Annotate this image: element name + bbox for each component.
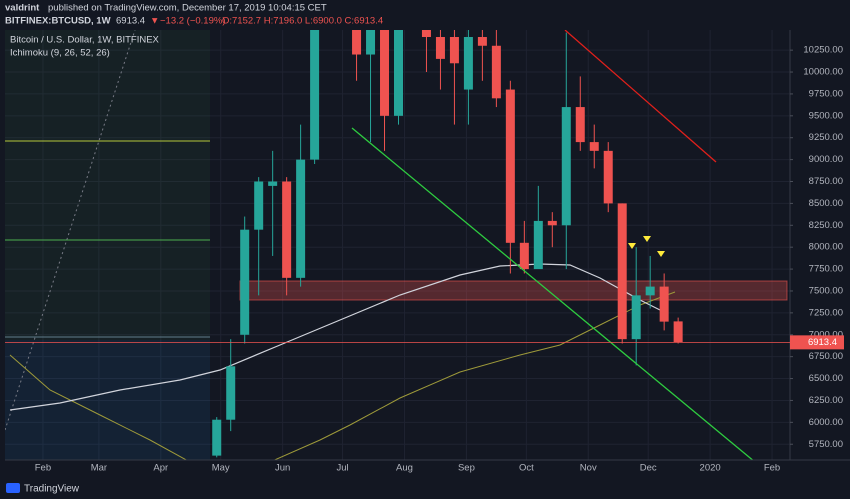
candle-body — [268, 181, 278, 186]
ohlc: O:7152.7 H:7196.0 L:6900.0 C:6913.4 — [222, 16, 383, 27]
candle-body — [631, 295, 641, 340]
candle-body — [435, 37, 445, 59]
candle-body — [240, 229, 250, 335]
author: valdrint — [5, 3, 40, 14]
y-tick-label: 5750.00 — [809, 439, 843, 450]
y-tick-label: 8500.00 — [809, 198, 843, 209]
brand: TradingView — [24, 484, 80, 495]
y-tick-label: 10000.00 — [803, 67, 843, 78]
legend-title: Bitcoin / U.S. Dollar, 1W, BITFINEX — [10, 35, 160, 46]
grid — [5, 30, 790, 460]
y-tick-label: 9000.00 — [809, 154, 843, 165]
candle-body — [282, 181, 292, 278]
y-tick-label: 9500.00 — [809, 110, 843, 121]
marker — [657, 251, 665, 257]
resistance-zone — [239, 280, 788, 301]
ichimoku-line — [9, 354, 188, 460]
candle-body — [645, 286, 655, 296]
legend-indicator: Ichimoku (9, 26, 52, 26) — [10, 48, 110, 59]
ichimoku-line — [9, 263, 661, 411]
published: published on TradingView.com, December 1… — [48, 3, 327, 14]
candle-body — [310, 30, 320, 160]
candle-body — [296, 159, 306, 278]
logo — [6, 483, 20, 493]
x-tick-label: Aug — [396, 463, 413, 474]
x-tick-label: Feb — [764, 463, 780, 474]
last-price-box — [790, 335, 844, 350]
marker — [643, 236, 651, 242]
candle-body — [603, 150, 613, 204]
y-tick-label: 6500.00 — [809, 373, 843, 384]
trend-line — [564, 30, 717, 163]
x-tick-label: May — [212, 463, 230, 474]
candle-body — [505, 89, 515, 243]
y-tick-label: 7750.00 — [809, 264, 843, 275]
trend-line — [351, 127, 754, 460]
candle-body — [547, 220, 557, 226]
x-tick-label: Dec — [640, 463, 657, 474]
candle-body — [491, 45, 501, 99]
y-tick-label: 7000.00 — [809, 329, 843, 340]
change: −13.2 (−0.19%) — [160, 16, 226, 27]
last-price-label: 6913.4 — [808, 337, 837, 348]
y-tick-label: 7250.00 — [809, 307, 843, 318]
x-tick-label: 2020 — [700, 463, 721, 474]
y-tick-label: 8250.00 — [809, 220, 843, 231]
candle-body — [449, 37, 459, 64]
candle-body — [352, 30, 362, 55]
candle-body — [617, 203, 627, 340]
drawings — [5, 30, 788, 460]
marker — [628, 243, 636, 249]
y-tick-label: 6000.00 — [809, 417, 843, 428]
candle-body — [477, 37, 487, 46]
candle-body — [226, 366, 236, 420]
candle-body — [212, 419, 222, 456]
candle-body — [421, 30, 431, 38]
y-tick-label: 9250.00 — [809, 132, 843, 143]
y-tick-label: 6250.00 — [809, 395, 843, 406]
candle-body — [533, 220, 543, 270]
y-tick-label: 6750.00 — [809, 351, 843, 362]
x-tick-label: Jul — [336, 463, 348, 474]
y-tick-label: 10250.00 — [803, 45, 843, 56]
candles — [212, 30, 683, 458]
arrow: ▼ — [150, 16, 159, 27]
symbol: BITFINEX:BTCUSD, 1W — [5, 16, 111, 27]
fib-line — [5, 30, 136, 431]
x-tick-label: Jun — [275, 463, 290, 474]
x-tick-label: Oct — [519, 463, 534, 474]
zone — [5, 340, 210, 460]
candle-body — [366, 30, 376, 55]
x-tick-label: Feb — [35, 463, 51, 474]
y-tick-label: 9750.00 — [809, 88, 843, 99]
candle-body — [673, 321, 683, 343]
y-tick-label: 7500.00 — [809, 285, 843, 296]
y-tick-label: 8750.00 — [809, 176, 843, 187]
candle-body — [380, 30, 390, 116]
candle-body — [659, 286, 669, 322]
zone — [5, 30, 210, 340]
candle-body — [519, 242, 529, 270]
x-tick-label: Nov — [580, 463, 597, 474]
candle-body — [254, 181, 264, 230]
price: 6913.4 — [116, 16, 145, 27]
x-tick-label: Apr — [153, 463, 168, 474]
y-tick-label: 8000.00 — [809, 242, 843, 253]
candle-body — [463, 37, 473, 90]
x-tick-label: Mar — [91, 463, 107, 474]
x-tick-label: Sep — [458, 463, 475, 474]
candle-body — [575, 107, 585, 143]
candle-body — [393, 30, 403, 116]
candle-body — [589, 142, 599, 151]
candle-body — [561, 107, 571, 226]
